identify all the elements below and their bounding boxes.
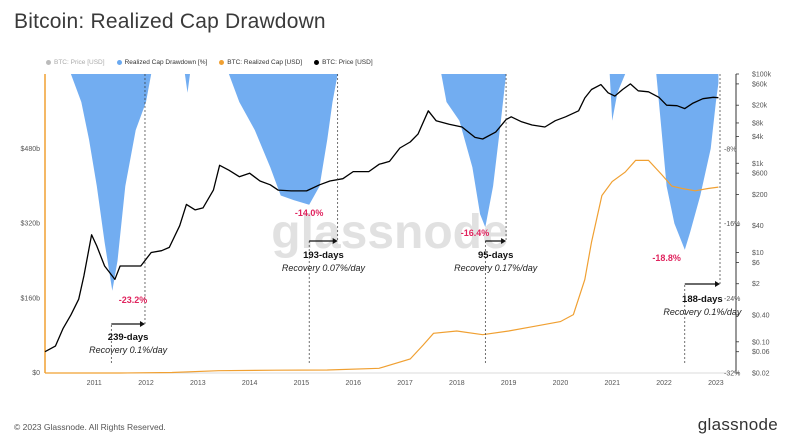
y-right-tick-label: $8k	[752, 120, 764, 127]
recovery-days-label: 193-days	[303, 250, 344, 261]
y-right-tick-label: $10	[752, 250, 764, 257]
y-right-tick-label: $0.02	[752, 371, 770, 378]
x-tick-label: 2022	[656, 380, 672, 387]
y-right-tick-label: $0.06	[752, 349, 770, 356]
legend-dot-price	[314, 60, 320, 65]
recovery-rate-label: Recovery 0.07%/day	[282, 263, 366, 273]
drawdown-label: -23.2%	[119, 295, 148, 305]
footer-brand-logo: glassnode	[697, 415, 778, 434]
recovery-arrowhead	[139, 321, 145, 327]
y-drawdown-tick-label: -32%	[724, 371, 740, 378]
x-tick-label: 2020	[553, 380, 569, 387]
chart-title: Bitcoin: Realized Cap Drawdown	[14, 10, 326, 33]
recovery-days-label: 188-days	[682, 294, 723, 305]
x-tick-label: 2016	[345, 380, 361, 387]
y-right-tick-label: $2	[752, 281, 760, 288]
recovery-arrowhead	[715, 281, 720, 287]
recovery-rate-label: Recovery 0.1%/day	[663, 307, 742, 317]
drawdown-label: -14.0%	[295, 208, 324, 218]
legend-item-realized-cap[interactable]: BTC: Realized Cap [USD]	[219, 59, 302, 66]
x-tick-label: 2023	[708, 380, 724, 387]
y-right-tick-label: $40	[752, 223, 764, 230]
legend-dot-drawdown	[116, 60, 122, 65]
y-right-tick-label: $6	[752, 260, 760, 267]
y-left-tick-label: $480b	[21, 146, 41, 153]
y-right-tick-label: $0.40	[752, 312, 770, 319]
y-drawdown-tick-label: -16%	[724, 221, 740, 228]
recovery-rate-label: Recovery 0.1%/day	[89, 345, 168, 355]
y-right-tick-label: $200	[752, 192, 768, 199]
footer-copyright: © 2023 Glassnode. All Rights Reserved.	[14, 422, 166, 432]
legend-label-realized-cap: BTC: Realized Cap [USD]	[227, 59, 303, 66]
drawdown-area	[70, 74, 719, 291]
y-left-tick-label: $160b	[21, 295, 41, 302]
y-right-tick-label: $100k	[752, 72, 772, 79]
y-right-tick-label: $60k	[752, 81, 768, 88]
x-tick-label: 2015	[294, 380, 310, 387]
x-tick-label: 2019	[501, 380, 517, 387]
legend-dot-realized-cap	[219, 60, 225, 65]
y-right-tick-label: $4k	[752, 134, 764, 141]
legend: BTC: Price [USD] Realized Cap Drawdown […	[46, 59, 373, 66]
recovery-days-label: 239-days	[108, 332, 149, 343]
y-right-tick-label: $1k	[752, 161, 764, 168]
x-tick-label: 2017	[397, 380, 413, 387]
y-drawdown-tick-label: -8%	[724, 146, 736, 153]
x-tick-label: 2014	[242, 380, 258, 387]
y-left-tick-label: $320b	[21, 221, 41, 228]
x-tick-label: 2012	[138, 380, 154, 387]
x-tick-label: 2011	[87, 380, 102, 387]
legend-item-price-grey[interactable]: BTC: Price [USD]	[46, 59, 105, 66]
y-right-tick-label: $600	[752, 171, 768, 178]
realized-cap-line	[45, 159, 719, 374]
y-right-tick-label: $0.10	[752, 339, 770, 346]
recovery-rate-label: Recovery 0.17%/day	[454, 263, 538, 273]
watermark-glassnode: glassnode	[271, 206, 508, 259]
y-right-tick-label: $20k	[752, 103, 768, 110]
legend-label-price: BTC: Price [USD]	[322, 59, 373, 66]
x-tick-label: 2021	[604, 380, 620, 387]
drawdown-label: -16.4%	[461, 228, 490, 238]
price-line	[44, 83, 719, 353]
legend-item-drawdown[interactable]: Realized Cap Drawdown [%]	[116, 59, 208, 66]
drawdown-label: -18.8%	[652, 253, 681, 263]
legend-label-drawdown: Realized Cap Drawdown [%]	[124, 59, 208, 66]
legend-label-price-grey: BTC: Price [USD]	[54, 59, 105, 66]
legend-dot-price-grey	[46, 60, 51, 65]
x-tick-label: 2018	[449, 380, 465, 387]
recovery-arrowhead	[501, 238, 507, 244]
y-left-tick-label: $0	[32, 370, 40, 377]
legend-item-price[interactable]: BTC: Price [USD]	[314, 59, 373, 66]
x-tick-label: 2013	[190, 380, 206, 387]
recovery-arrowhead	[332, 238, 338, 244]
y-drawdown-tick-label: -24%	[724, 296, 740, 303]
recovery-days-label: 95-days	[478, 250, 513, 261]
